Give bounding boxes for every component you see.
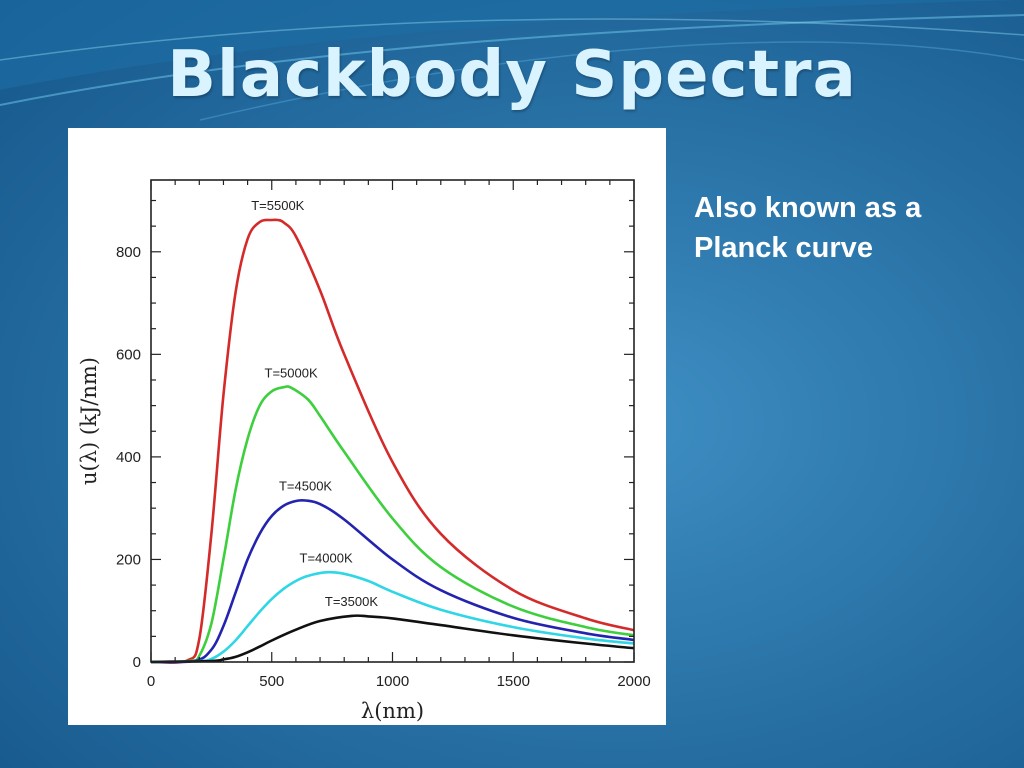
slide-title: Blackbody Spectra [167, 38, 857, 112]
x-tick-label: 2000 [617, 673, 650, 690]
side-note-line-2: Planck curve [694, 232, 873, 264]
series-line-5000k [150, 385, 635, 664]
header-swoosh-decoration [0, 0, 1024, 121]
series-line-5500k [150, 218, 635, 664]
series-label-4000k: T=4000K [300, 550, 353, 565]
series-label-3500k: T=3500K [325, 594, 378, 609]
y-tick-label: 400 [116, 449, 141, 466]
y-tick-label: 200 [116, 551, 141, 568]
y-tick-label: 0 [133, 654, 141, 671]
series-label-5500k: T=5500K [251, 198, 304, 213]
side-note: Also known as a Planck curve [694, 188, 994, 268]
series-line-4500k [150, 498, 635, 664]
y-axis-label: u(λ) (kJ/nm) [77, 357, 101, 485]
series-label-4500k: T=4500K [279, 478, 332, 493]
series-line-3500k [150, 614, 635, 664]
series-label-5000k: T=5000K [265, 366, 318, 381]
plot-frame [150, 179, 635, 663]
x-tick-label: 0 [147, 673, 155, 690]
chart-panel: 0 500 1000 1500 2000 0 200 400 600 800 T=5500K T=50… [68, 128, 666, 725]
series-line-4000k [150, 570, 635, 664]
x-axis-label: λ(nm) [361, 699, 424, 723]
x-tick-label: 500 [259, 673, 284, 690]
side-note-line-1: Also known as a [694, 192, 922, 224]
x-tick-label: 1000 [376, 673, 409, 690]
y-tick-label: 800 [116, 244, 141, 261]
x-tick-label: 1500 [497, 673, 530, 690]
y-tick-label: 600 [116, 346, 141, 363]
blackbody-chart: 0 500 1000 1500 2000 0 200 400 600 800 T=5500K T=50… [77, 179, 651, 723]
